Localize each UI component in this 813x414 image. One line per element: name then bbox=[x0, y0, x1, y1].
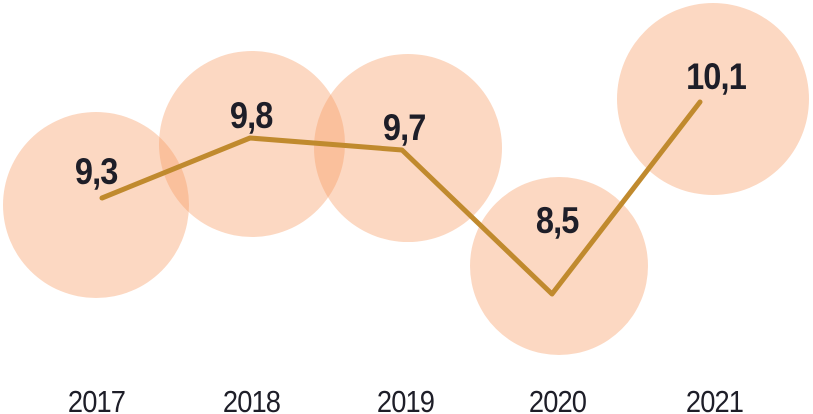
value-label-text: 10,1 bbox=[686, 56, 747, 97]
value-label-text: 9,7 bbox=[382, 107, 427, 148]
x-axis-tick-2021: 2021 bbox=[639, 386, 789, 414]
value-label-2017: 9,3 bbox=[21, 153, 171, 190]
value-label-2018: 9,8 bbox=[176, 97, 326, 134]
x-axis-tick-text: 2021 bbox=[685, 384, 743, 414]
x-axis-tick-text: 2020 bbox=[528, 384, 586, 414]
value-label-2019: 9,7 bbox=[329, 109, 479, 146]
value-label-2020: 8,5 bbox=[482, 202, 632, 239]
bubble-2021 bbox=[617, 3, 809, 195]
value-label-text: 9,8 bbox=[229, 95, 274, 136]
x-axis-tick-text: 2018 bbox=[222, 384, 280, 414]
x-axis-tick-text: 2017 bbox=[67, 384, 125, 414]
x-axis-tick-2018: 2018 bbox=[176, 386, 326, 414]
x-axis-tick-2020: 2020 bbox=[482, 386, 632, 414]
value-label-text: 9,3 bbox=[74, 151, 119, 192]
bubble-2019 bbox=[314, 54, 502, 242]
x-axis-tick-2017: 2017 bbox=[21, 386, 171, 414]
x-axis-tick-2019: 2019 bbox=[330, 386, 480, 414]
value-label-2021: 10,1 bbox=[641, 58, 791, 95]
x-axis-tick-text: 2019 bbox=[376, 384, 434, 414]
value-label-text: 8,5 bbox=[535, 200, 580, 241]
